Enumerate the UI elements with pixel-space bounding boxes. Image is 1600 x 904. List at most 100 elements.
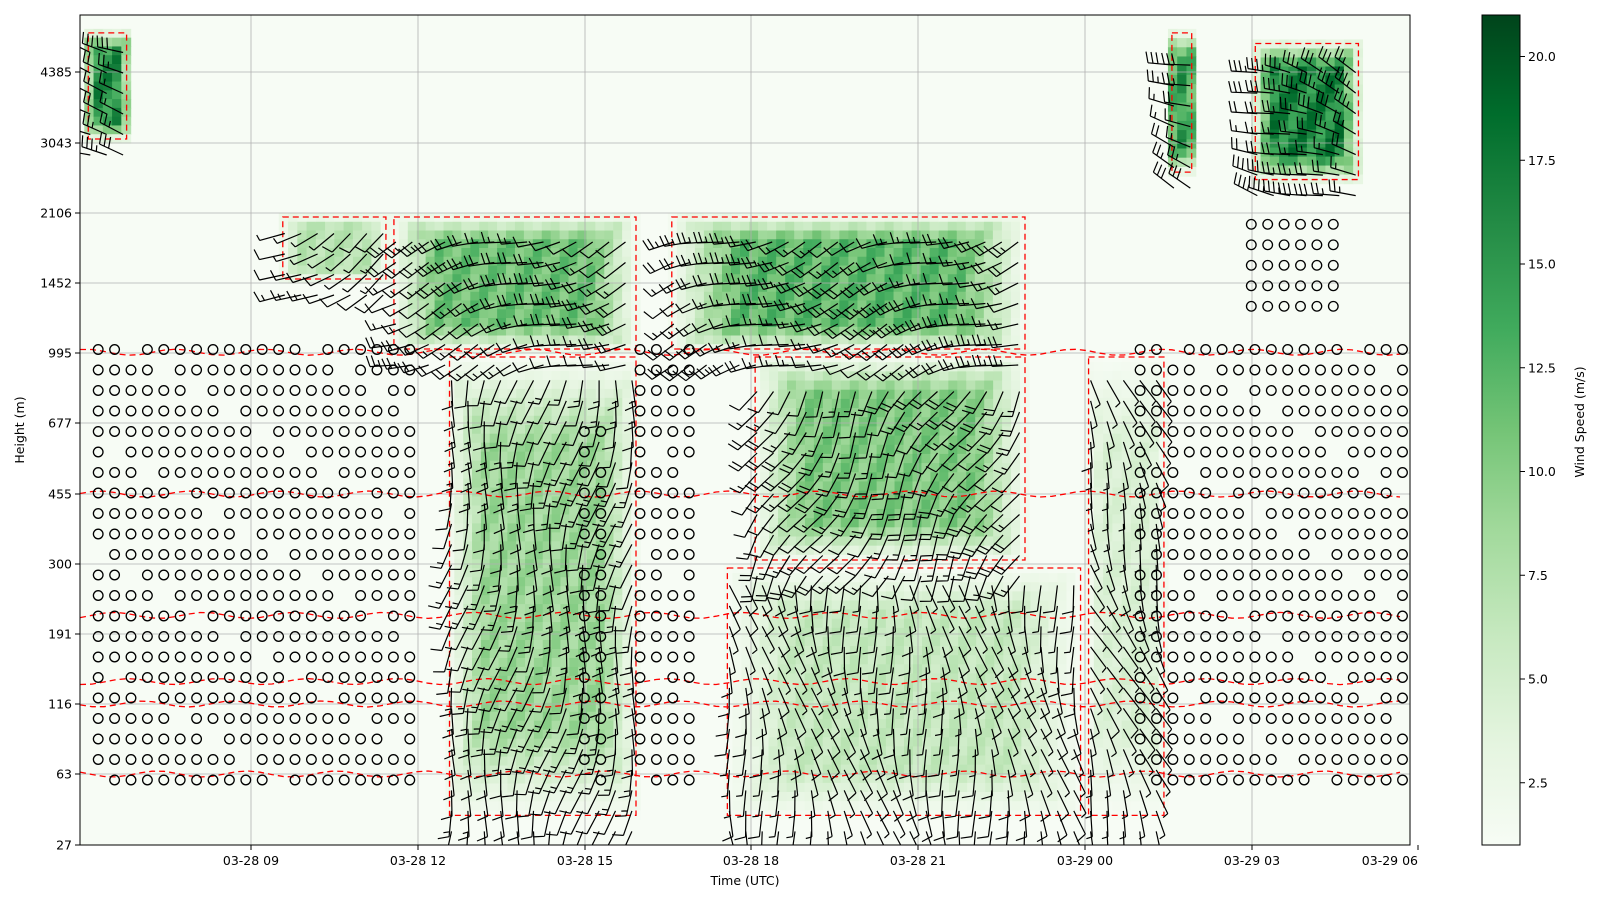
heatmap-cell (886, 463, 896, 473)
heatmap-cell (741, 564, 751, 574)
heatmap-cell (516, 694, 525, 704)
heatmap-cell (939, 266, 949, 275)
heatmap-cell (814, 381, 824, 391)
heatmap-cell (912, 248, 922, 257)
heatmap-cell (595, 257, 605, 266)
heatmap-cell (850, 381, 860, 391)
heatmap-cell (832, 564, 842, 574)
heatmap-cell (499, 479, 508, 489)
heatmap-cell (569, 640, 578, 650)
heatmap-cell (569, 380, 578, 390)
heatmap-cell (812, 336, 822, 345)
heatmap-cell (515, 309, 525, 318)
heatmap-cell (958, 746, 968, 756)
heatmap-cell (785, 257, 795, 266)
heatmap-cell (796, 417, 806, 427)
heatmap-cell (481, 595, 490, 605)
heatmap-cell (912, 231, 922, 240)
heatmap-cell (957, 222, 967, 231)
heatmap-cell (516, 407, 525, 417)
heatmap-cell (751, 390, 761, 400)
heatmap-cell (595, 239, 605, 248)
heatmap-cell (832, 390, 842, 400)
heatmap-cell (805, 463, 815, 473)
heatmap-cell (552, 353, 561, 363)
heatmap-cell (1002, 509, 1012, 519)
heatmap-cell (516, 712, 525, 722)
heatmap-cell (805, 637, 815, 647)
heatmap-cell (1021, 564, 1031, 574)
heatmap-cell (94, 117, 104, 126)
heatmap-cell (552, 461, 561, 471)
heatmap-cell (1168, 112, 1178, 122)
heatmap-cell (454, 380, 463, 390)
heatmap-cell (552, 514, 561, 524)
heatmap-cell (832, 600, 842, 610)
heatmap-cell (832, 664, 842, 674)
heatmap-cell (452, 248, 462, 257)
heatmap-cell (848, 222, 858, 231)
heatmap-cell (1177, 75, 1187, 85)
heatmap-cell (1057, 664, 1067, 674)
heatmap-cell (868, 454, 878, 464)
heatmap-cell (1140, 371, 1150, 381)
heatmap-cell (1012, 610, 1022, 620)
heatmap-cell (444, 301, 454, 310)
heatmap-cell (552, 380, 561, 390)
heatmap-cell (812, 213, 822, 222)
heatmap-cell (732, 564, 742, 574)
heatmap-cell (677, 222, 687, 231)
heatmap-cell (686, 222, 696, 231)
heatmap-cell (1094, 523, 1104, 533)
heatmap-cell (408, 222, 418, 231)
heatmap-cell (1251, 94, 1261, 104)
heatmap-cell (1112, 371, 1122, 381)
heatmap-cell (749, 327, 759, 336)
heatmap-cell (841, 463, 851, 473)
heatmap-cell (1149, 362, 1159, 372)
heatmap-cell (812, 222, 822, 231)
heatmap-cell (1021, 573, 1031, 583)
heatmap-cell (985, 719, 995, 729)
heatmap-cell (560, 222, 570, 231)
heatmap-cell (759, 619, 769, 629)
heatmap-cell (595, 292, 605, 301)
heatmap-cell (587, 371, 596, 381)
heatmap-cell (868, 582, 878, 592)
heatmap-cell (967, 673, 977, 683)
heatmap-cell (841, 399, 851, 409)
heatmap-cell (966, 481, 976, 491)
heatmap-cell (454, 505, 463, 515)
heatmap-cell (534, 667, 543, 677)
heatmap-cell (1344, 57, 1354, 67)
heatmap-cell (463, 757, 472, 767)
heatmap-cell (1067, 573, 1077, 583)
heatmap-cell (613, 257, 623, 266)
heatmap-cell (560, 231, 570, 240)
heatmap-cell (677, 336, 687, 345)
heatmap-cell (622, 568, 631, 578)
heatmap-cell (1011, 381, 1021, 391)
heatmap-cell (741, 610, 751, 620)
heatmap-cell (930, 283, 940, 292)
heatmap-cell (1177, 38, 1187, 48)
heatmap-cell (850, 362, 860, 372)
heatmap-cell (1168, 47, 1178, 57)
heatmap-cell (958, 728, 968, 738)
heatmap-cell (1085, 416, 1095, 426)
heatmap-cell (769, 491, 779, 501)
heatmap-cell (939, 436, 949, 446)
heatmap-cell (794, 231, 804, 240)
heatmap-cell (751, 381, 761, 391)
heatmap-cell (551, 327, 561, 336)
heatmap-cell (595, 274, 605, 283)
heatmap-cell (930, 248, 940, 257)
heatmap-cell (841, 426, 851, 436)
heatmap-cell (794, 257, 804, 266)
heatmap-cell (1094, 532, 1104, 542)
heatmap-cell (524, 248, 534, 257)
heatmap-cell (894, 266, 904, 275)
heatmap-cell (994, 756, 1004, 766)
heatmap-cell (1002, 213, 1012, 222)
heatmap-cell (1251, 121, 1261, 131)
